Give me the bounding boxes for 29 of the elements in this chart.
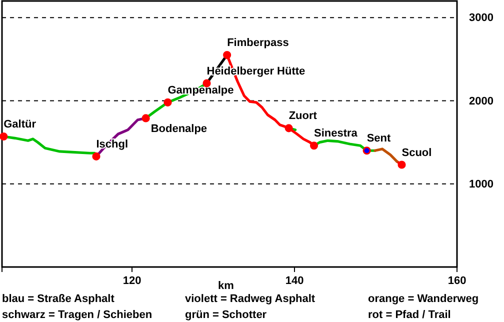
- annotation: Bodenalpe: [150, 123, 208, 136]
- text: orange = Wanderweg: [368, 293, 479, 305]
- point: [164, 98, 172, 106]
- text: blau = Straße Asphalt: [2, 293, 115, 305]
- point: [362, 146, 371, 155]
- point: [142, 114, 150, 122]
- x-tick-label: 160: [448, 274, 466, 287]
- x-tick-label: 140: [285, 274, 304, 287]
- annotation: Fimberpass: [227, 37, 289, 50]
- annotation: Scuol: [402, 146, 432, 159]
- annotation: Sinestra: [314, 128, 358, 140]
- point: [310, 142, 318, 150]
- annotation: Galtür: [4, 118, 37, 130]
- point: [92, 152, 100, 160]
- x-tick-label: 120: [122, 274, 142, 287]
- y-tick-label: 1000: [469, 178, 494, 190]
- point: [0, 132, 8, 141]
- x-axis-title: km: [218, 280, 234, 292]
- point: [223, 51, 232, 60]
- y-tick-label: 3000: [469, 12, 494, 24]
- y-tick-label: 2000: [469, 95, 494, 108]
- text: rot = Pfad / Trail: [368, 309, 451, 321]
- text: schwarz = Tragen / Schieben: [2, 309, 152, 321]
- text: grün = Schotter: [185, 309, 268, 321]
- annotation: Zuort: [288, 110, 318, 122]
- annotation: Sent: [366, 132, 391, 145]
- point: [284, 124, 293, 132]
- text: violett = Radweg Asphalt: [185, 293, 316, 305]
- point: [398, 160, 406, 169]
